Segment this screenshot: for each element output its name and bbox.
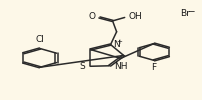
Text: N: N bbox=[113, 40, 120, 49]
Text: −: − bbox=[186, 6, 194, 15]
Text: NH: NH bbox=[114, 62, 127, 71]
Text: F: F bbox=[151, 63, 156, 72]
Text: OH: OH bbox=[128, 12, 141, 22]
Text: O: O bbox=[88, 12, 95, 22]
Text: S: S bbox=[79, 62, 85, 71]
Text: Cl: Cl bbox=[35, 35, 44, 44]
Text: Br: Br bbox=[179, 9, 189, 18]
Text: +: + bbox=[116, 39, 121, 45]
